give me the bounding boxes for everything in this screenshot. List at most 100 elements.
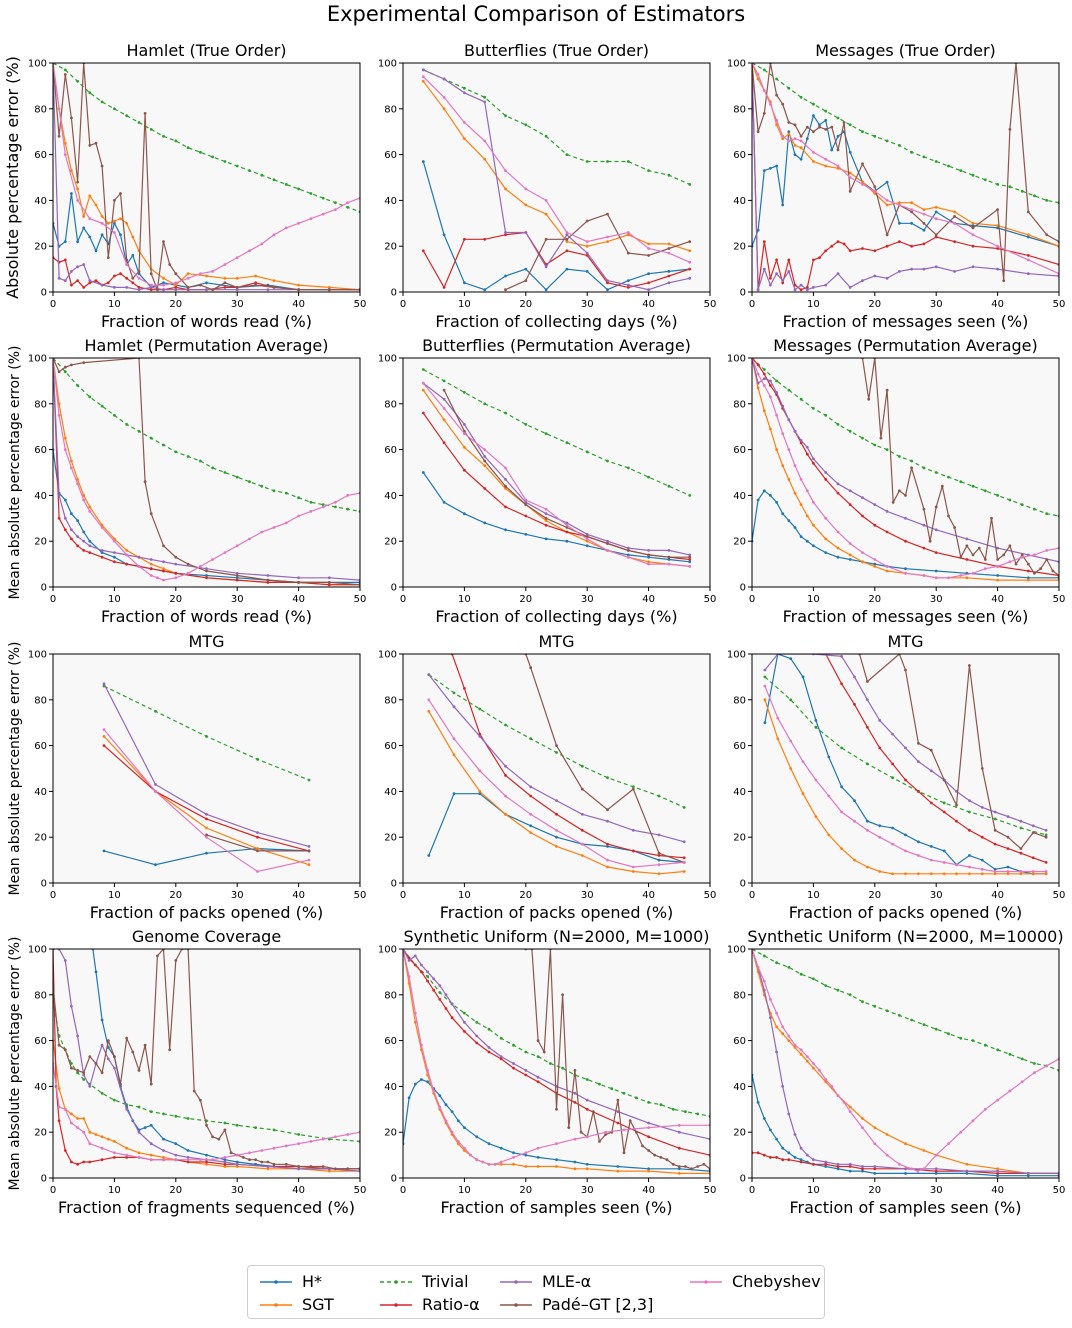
data-point-hstar (205, 281, 208, 285)
data-point-ratio (149, 567, 153, 571)
data-point-mle (63, 959, 67, 962)
data-point-sgt (82, 494, 86, 497)
x-tick-label: 30 (231, 594, 244, 605)
data-point-cheb (1045, 1064, 1049, 1068)
data-point-hstar (848, 1169, 852, 1173)
data-point-ratio (174, 286, 178, 289)
y-tick-label: 100 (727, 59, 746, 70)
data-point-hstar (1026, 235, 1030, 239)
data-point-sgt (427, 709, 431, 713)
data-point-mle (536, 1075, 540, 1079)
data-point-cheb (805, 489, 809, 493)
data-point-mle (432, 977, 436, 981)
data-point-trivial (947, 1032, 950, 1036)
data-point-trivial (524, 423, 528, 426)
data-point-cheb (787, 139, 791, 143)
data-point-ratio (812, 258, 815, 262)
data-point-ratio (444, 1007, 448, 1010)
data-point-mle (1044, 828, 1048, 832)
data-point-pade (199, 283, 202, 287)
data-point-cheb (781, 1025, 785, 1029)
data-point-ratio (565, 530, 569, 534)
data-point-pade (830, 125, 834, 129)
data-point-trivial (463, 391, 466, 394)
data-point-mle (529, 785, 533, 789)
x-axis-label: Fraction of fragments sequenced (%) (58, 1198, 355, 1217)
data-point-ratio (63, 1149, 67, 1152)
data-point-ratio (953, 240, 956, 244)
data-point-pade (565, 237, 569, 241)
data-point-cheb (174, 281, 178, 285)
data-point-pade (968, 664, 971, 667)
x-tick-label: 30 (581, 299, 594, 310)
data-point-cheb (762, 979, 766, 983)
data-point-trivial (1045, 512, 1049, 516)
data-point-hstar (119, 233, 122, 237)
data-point-pade (266, 578, 270, 582)
data-point-ratio (487, 1050, 491, 1054)
data-point-cheb (248, 249, 251, 253)
data-point-hstar (917, 840, 920, 844)
data-point-ratio (922, 546, 926, 550)
data-point-hstar (836, 555, 840, 559)
data-point-sgt (70, 459, 73, 463)
data-point-pade (235, 574, 239, 577)
data-point-sgt (787, 1039, 791, 1042)
x-tick-label: 20 (169, 299, 182, 310)
data-point-ratio (762, 372, 766, 376)
data-point-trivial (836, 116, 840, 120)
data-point-ratio (836, 1165, 840, 1168)
data-point-trivial (186, 146, 190, 150)
data-point-trivial (321, 503, 325, 506)
data-point-pade (812, 130, 815, 134)
data-point-mle (426, 970, 429, 974)
data-point-pade (598, 1140, 601, 1143)
data-point-trivial (149, 127, 153, 131)
data-point-trivial (205, 735, 208, 738)
data-point-cheb (442, 407, 446, 410)
x-tick-label: 10 (458, 1185, 471, 1196)
data-point-mle (904, 1167, 907, 1171)
data-point-sgt (873, 565, 877, 568)
data-point-sgt (106, 221, 110, 225)
data-point-pade (94, 141, 98, 145)
data-point-cheb (421, 381, 425, 385)
data-point-sgt (799, 503, 803, 506)
data-point-ratio (891, 762, 894, 766)
data-point-mle (420, 963, 423, 967)
data-point-ratio (102, 744, 106, 747)
series-line-mle (764, 654, 1047, 831)
data-point-sgt (76, 187, 79, 191)
data-point-trivial (544, 134, 548, 138)
data-point-cheb (297, 514, 300, 518)
data-point-ratio (205, 1160, 208, 1164)
data-point-cheb (934, 576, 938, 580)
data-point-trivial (787, 965, 791, 969)
data-point-pade (836, 148, 840, 152)
data-point-trivial (622, 1091, 626, 1095)
data-point-pade (626, 251, 630, 255)
data-point-mle (968, 799, 971, 802)
data-point-cheb (793, 464, 797, 467)
chart-title: Synthetic Uniform (N=2000, M=10000) (747, 927, 1063, 946)
data-point-mle (805, 288, 809, 292)
data-point-trivial (898, 144, 901, 147)
y-tick-label: 80 (34, 990, 47, 1001)
y-tick-label: 40 (34, 196, 47, 207)
x-tick-label: 40 (991, 594, 1004, 605)
data-point-trivial (512, 1043, 515, 1047)
data-point-trivial (606, 776, 609, 780)
x-tick-label: 30 (231, 1185, 244, 1196)
data-point-trivial (475, 1020, 479, 1024)
data-point-trivial (284, 183, 288, 186)
series-line-cheb (403, 949, 710, 1165)
data-point-trivial (1045, 199, 1049, 202)
data-point-mle (873, 503, 877, 506)
data-point-cheb (801, 760, 805, 763)
data-point-mle (137, 555, 141, 559)
series-line-pade (861, 358, 1059, 576)
data-point-pade (137, 1069, 141, 1072)
data-point-cheb (413, 1011, 417, 1015)
data-point-mle (812, 457, 815, 461)
data-point-cheb (452, 737, 456, 741)
